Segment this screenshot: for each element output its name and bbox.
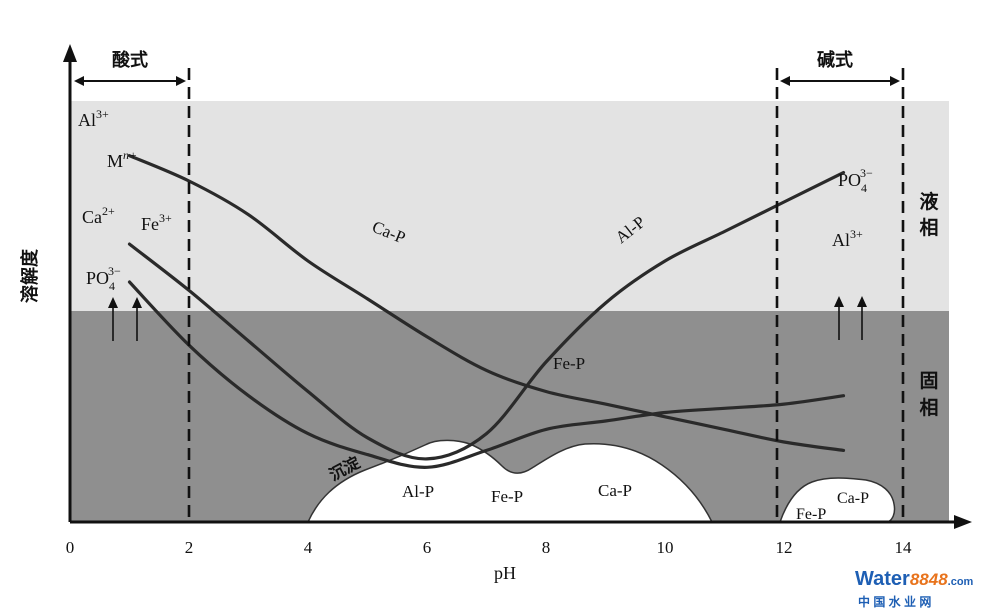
left-up-arrows (108, 297, 142, 341)
ion-label-mn: Mn+ (107, 148, 137, 171)
curves-group (127, 154, 846, 469)
x-axis-arrowhead (954, 515, 972, 529)
x-tick-label: 2 (185, 538, 194, 557)
ion-label-po4-right: PO43− (838, 166, 873, 195)
svg-text:固: 固 (919, 370, 938, 392)
precipitate-blob-basic (778, 477, 896, 523)
basic-label: 碱式 (817, 49, 853, 71)
ion-label-ca2: Ca2+ (82, 204, 115, 227)
watermark-logo: Water8848.com 中 国 水 业 网 (855, 568, 974, 609)
x-tick-label: 12 (776, 538, 793, 557)
ion-label-al3-left: Al3+ (78, 107, 109, 130)
curve-label-fe-p: Fe-P (553, 354, 585, 373)
x-tick-label: 6 (423, 538, 432, 557)
x-axis-label: pH (494, 563, 516, 583)
precipitate-ca-p: Ca-P (598, 481, 632, 500)
x-tick-label: 4 (304, 538, 313, 557)
curve-fe-p (127, 280, 846, 469)
x-tick-label: 8 (542, 538, 551, 557)
solid-phase-label: 固 相 (919, 370, 938, 419)
svg-text:相: 相 (919, 397, 938, 419)
basic-precipitate-fe-p: Fe-P (796, 506, 826, 523)
y-axis-label: 溶解度 (19, 248, 41, 303)
ion-label-po4-left: PO43− (86, 264, 121, 293)
precipitate-fe-p: Fe-P (491, 487, 523, 506)
precipitate-blob-main (306, 439, 714, 523)
x-tick-label: 14 (895, 538, 913, 557)
basic-precipitate-ca-p: Ca-P (837, 490, 869, 507)
svg-text:相: 相 (919, 217, 938, 239)
x-tick-label: 0 (66, 538, 75, 557)
curve-al-p (127, 171, 846, 461)
liquid-phase-label: 液 相 (919, 190, 939, 239)
ion-label-al3-right: Al3+ (832, 227, 863, 250)
y-axis-arrowhead (63, 44, 77, 62)
acidic-range-arrow (74, 76, 186, 86)
right-up-arrows (834, 296, 867, 340)
svg-text:液: 液 (919, 190, 939, 213)
basic-range-arrow (780, 76, 900, 86)
x-tick-label: 10 (657, 538, 674, 557)
svg-text:Water8848.com: Water8848.com (855, 568, 974, 590)
curve-ca-p (127, 154, 846, 452)
svg-text:中 国 水 业 网: 中 国 水 业 网 (858, 594, 931, 609)
ion-label-fe3: Fe3+ (141, 211, 172, 234)
liquid-phase-region (70, 101, 949, 311)
acidic-label: 酸式 (112, 49, 148, 71)
x-tick-labels: 0 2 4 6 8 10 12 14 (66, 538, 912, 557)
svg-text:溶解度: 溶解度 (19, 248, 41, 303)
precipitate-al-p: Al-P (402, 482, 434, 501)
